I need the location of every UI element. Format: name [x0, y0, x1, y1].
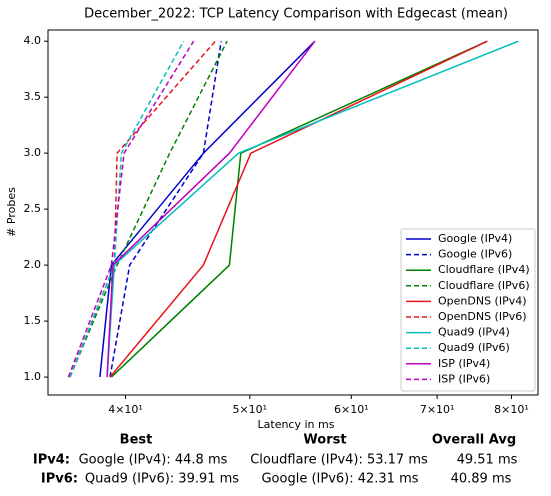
series-line — [106, 40, 316, 378]
series-line — [67, 40, 195, 378]
x-axis-label: Latency in ms — [258, 418, 335, 431]
legend-label: OpenDNS (IPv4) — [438, 294, 527, 307]
series-line — [69, 40, 228, 378]
series-line — [109, 41, 222, 378]
y-tick-label: 1.0 — [24, 370, 42, 383]
table-cell: Quad9 (IPv6): 39.91 ms — [85, 472, 239, 487]
x-tick-label: 5×10¹ — [232, 403, 267, 416]
table-header: Worst — [303, 433, 346, 448]
table-header: Best — [120, 433, 153, 448]
legend-label: Cloudflare (IPv6) — [438, 279, 530, 292]
table-cell: Google (IPv4): 44.8 ms — [79, 453, 228, 468]
series-line — [109, 40, 488, 378]
table-header: Overall Avg — [432, 433, 516, 448]
x-tick-label: 7×10¹ — [420, 403, 455, 416]
row-label: IPv4: — [33, 453, 70, 468]
series-line — [110, 40, 488, 378]
y-tick-label: 2.5 — [24, 202, 42, 215]
y-tick-label: 3.5 — [24, 90, 42, 103]
legend-label: ISP (IPv6) — [438, 372, 490, 385]
legend-label: Google (IPv4) — [438, 232, 512, 245]
series-line — [99, 40, 316, 378]
table-cell: Cloudflare (IPv4): 53.17 ms — [250, 453, 428, 468]
y-tick-label: 3.0 — [24, 146, 42, 159]
legend-label: Quad9 (IPv6) — [438, 341, 510, 354]
row-label: IPv6: — [41, 472, 78, 487]
y-tick-label: 1.5 — [24, 314, 42, 327]
legend-label: ISP (IPv4) — [438, 357, 490, 370]
y-tick-label: 4.0 — [24, 34, 42, 47]
x-tick-label: 6×10¹ — [334, 403, 369, 416]
axes-frame — [47, 29, 539, 396]
x-tick-label: 8×10¹ — [494, 403, 529, 416]
legend-label: Cloudflare (IPv4) — [438, 263, 530, 276]
table-cell: Google (IPv6): 42.31 ms — [261, 472, 418, 487]
legend-label: OpenDNS (IPv6) — [438, 310, 527, 323]
chart-title: December_2022: TCP Latency Comparison wi… — [84, 7, 508, 22]
table-cell: 40.89 ms — [451, 472, 512, 487]
legend-label: Google (IPv6) — [438, 248, 512, 261]
legend-box — [400, 228, 536, 392]
x-tick-label: 4×10¹ — [108, 403, 143, 416]
y-axis-label: # Probes — [5, 187, 18, 237]
legend-label: Quad9 (IPv4) — [438, 326, 510, 339]
table-cell: 49.51 ms — [457, 453, 518, 468]
y-tick-label: 2.0 — [24, 258, 42, 271]
